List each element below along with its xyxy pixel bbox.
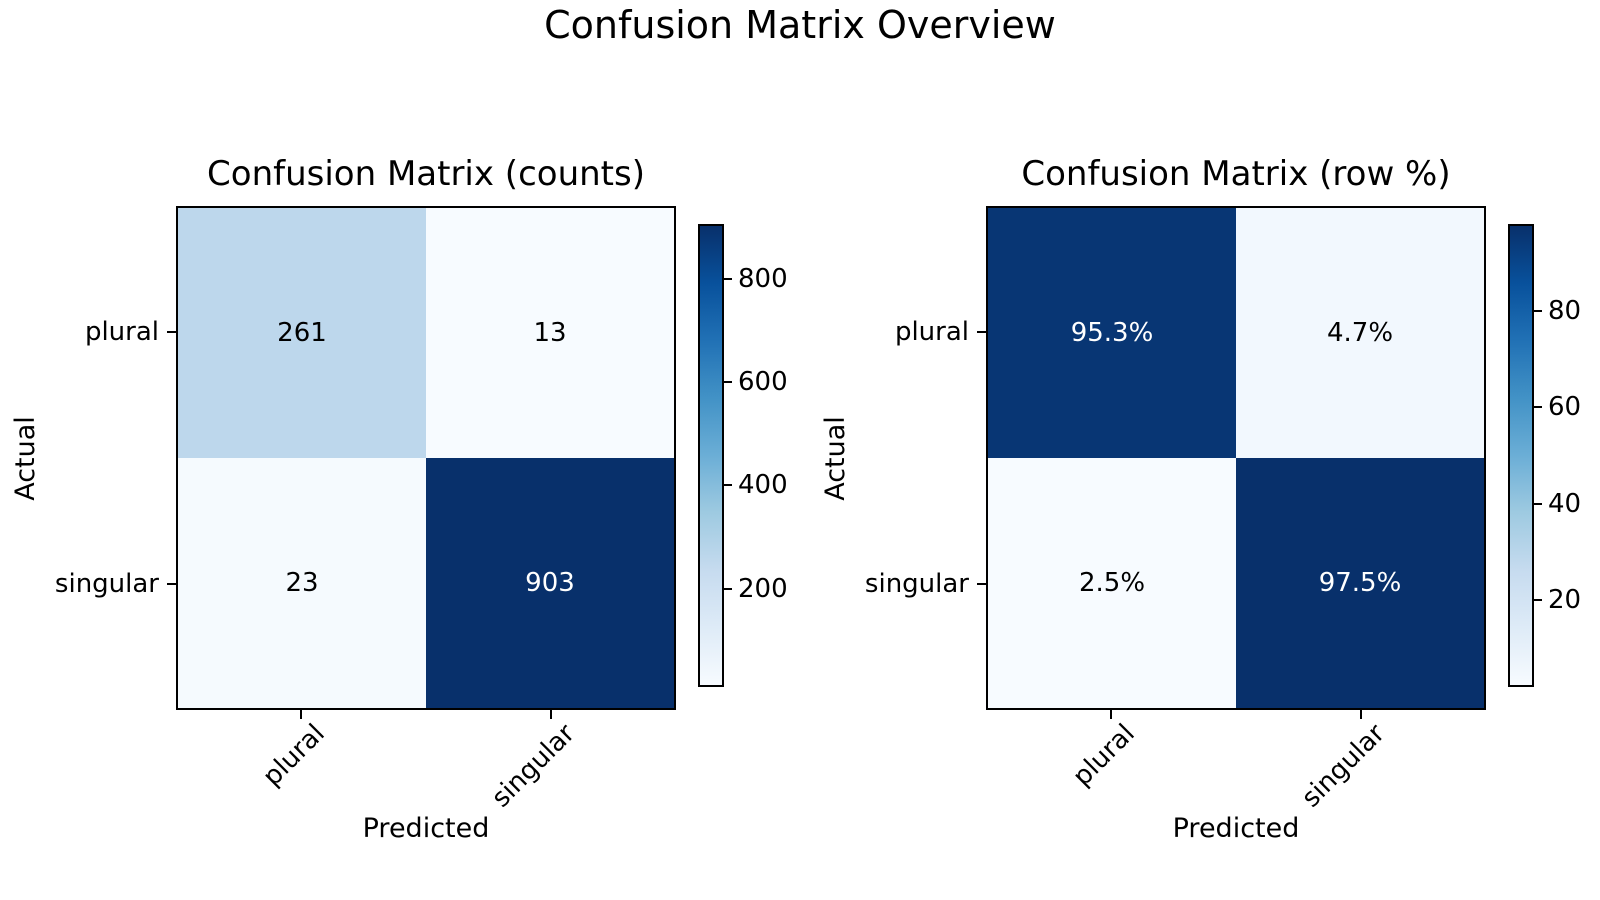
subplot-title: Confusion Matrix (counts) — [207, 154, 645, 194]
cell-value: 261 — [277, 318, 327, 348]
x-axis-label: Predicted — [1172, 813, 1300, 844]
y-tick-mark — [167, 583, 176, 585]
x-axis-label: Predicted — [362, 813, 490, 844]
heatmap-cell-r0c0: 95.3% — [988, 208, 1236, 458]
subplot-row-percent: Confusion Matrix (row %) Actual 95.3% 4.7… — [820, 154, 1582, 844]
colorbar: 200 400 600 800 — [698, 224, 788, 687]
heatmap-axes: 95.3% 4.7% 2.5% 97.5% — [986, 206, 1486, 710]
cell-value: 23 — [285, 568, 319, 598]
cell-value: 903 — [525, 568, 575, 598]
colorbar-tick-label-40: 40 — [1548, 488, 1582, 519]
x-tick-mark — [1360, 710, 1362, 719]
heatmap-axes: 261 13 23 903 — [176, 206, 676, 710]
colorbar-tick-label-20: 20 — [1548, 585, 1582, 616]
heatmap-cell-r0c1: 4.7% — [1236, 208, 1484, 458]
x-tick-mark — [1110, 710, 1112, 719]
y-tick-mark — [167, 331, 176, 333]
y-tick-label-plural: plural — [84, 317, 159, 347]
heatmap-cell-r1c1: 903 — [426, 458, 674, 708]
colorbar-tick-mark — [1534, 502, 1542, 505]
colorbar-tick-mark — [1534, 599, 1542, 602]
y-tick-label-singular: singular — [864, 569, 969, 599]
colorbar-tick-label-60: 60 — [1548, 392, 1582, 423]
x-tick-label-plural: plural — [1067, 718, 1141, 793]
subplot-counts: Confusion Matrix (counts) Actual 261 13 23… — [10, 154, 788, 844]
y-axis-label: Actual — [819, 415, 851, 501]
x-tick-mark — [550, 710, 552, 719]
subplot-title: Confusion Matrix (row %) — [1021, 154, 1451, 194]
colorbar-tick-mark — [724, 587, 732, 590]
heatmap-cell-r0c1: 13 — [426, 208, 674, 458]
colorbar-tick-mark — [1534, 309, 1542, 312]
y-tick-mark — [977, 583, 986, 585]
colorbar-tick-mark — [724, 381, 732, 384]
figure-title: Confusion Matrix Overview — [544, 3, 1056, 47]
colorbar-tick-label-400: 400 — [738, 470, 788, 501]
x-tick-mark — [300, 710, 302, 719]
y-tick-label-singular: singular — [54, 569, 159, 599]
y-axis-label-wrap: Actual — [818, 206, 852, 710]
colorbar-tick-mark — [1534, 406, 1542, 409]
y-tick-label-plural: plural — [894, 317, 969, 347]
y-tick-mark — [977, 331, 986, 333]
y-axis-label-wrap: Actual — [8, 206, 42, 710]
cell-value: 13 — [533, 318, 567, 348]
colorbar-tick-label-800: 800 — [738, 264, 788, 295]
colorbar-gradient — [1510, 226, 1532, 685]
x-tick-label-singular: singular — [485, 718, 581, 814]
heatmap-cell-r1c0: 2.5% — [988, 458, 1236, 708]
colorbar-gradient — [700, 226, 722, 685]
cell-value: 4.7% — [1326, 318, 1394, 348]
colorbar-tick-mark — [724, 278, 732, 281]
heatmap-cell-r1c0: 23 — [178, 458, 426, 708]
cell-value: 2.5% — [1078, 568, 1146, 598]
heatmap-cell-r1c1: 97.5% — [1236, 458, 1484, 708]
colorbar-tick-label-600: 600 — [738, 367, 788, 398]
colorbar-tick-label-80: 80 — [1548, 295, 1582, 326]
x-tick-label-singular: singular — [1295, 718, 1391, 814]
colorbar-tick-label-200: 200 — [738, 573, 788, 604]
colorbar: 20 40 60 80 — [1508, 224, 1581, 687]
colorbar-tick-mark — [724, 484, 732, 487]
cell-value: 95.3% — [1070, 318, 1154, 348]
y-axis-label: Actual — [9, 415, 41, 501]
x-tick-label-plural: plural — [257, 718, 331, 793]
heatmap-cell-r0c0: 261 — [178, 208, 426, 458]
cell-value: 97.5% — [1318, 568, 1402, 598]
